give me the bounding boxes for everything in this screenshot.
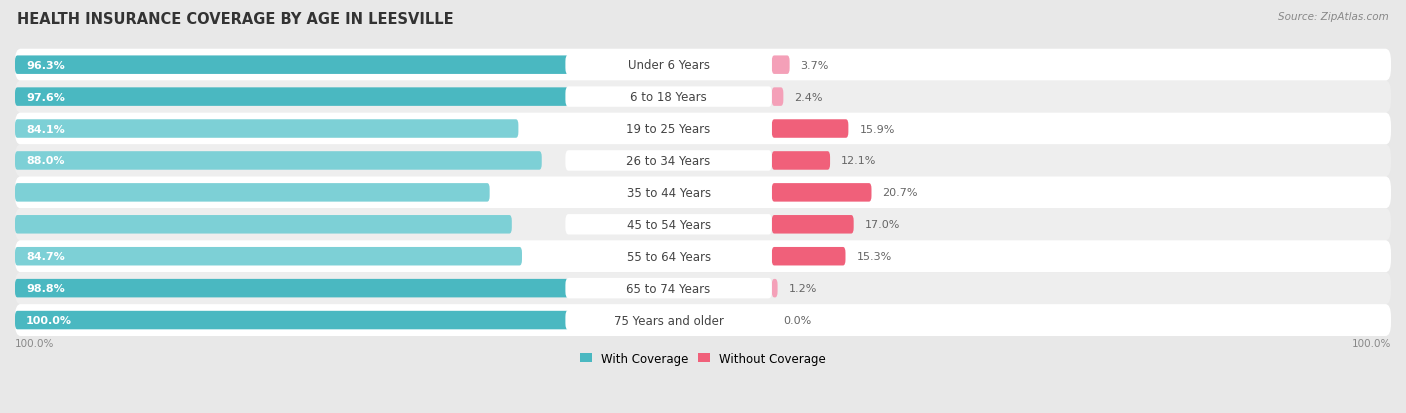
FancyBboxPatch shape	[565, 310, 772, 330]
Text: 97.6%: 97.6%	[25, 93, 65, 102]
Text: 98.8%: 98.8%	[25, 283, 65, 293]
FancyBboxPatch shape	[565, 151, 772, 171]
Text: 2.4%: 2.4%	[794, 93, 823, 102]
Text: 15.9%: 15.9%	[859, 124, 894, 134]
FancyBboxPatch shape	[565, 55, 772, 76]
Legend: With Coverage, Without Coverage: With Coverage, Without Coverage	[575, 347, 831, 370]
FancyBboxPatch shape	[772, 120, 848, 138]
FancyBboxPatch shape	[15, 145, 1391, 177]
FancyBboxPatch shape	[15, 209, 1391, 241]
Text: 96.3%: 96.3%	[25, 61, 65, 71]
Text: 100.0%: 100.0%	[25, 315, 72, 325]
Text: 84.7%: 84.7%	[25, 252, 65, 261]
FancyBboxPatch shape	[772, 88, 783, 107]
Text: 19 to 25 Years: 19 to 25 Years	[627, 123, 710, 136]
Text: 20.7%: 20.7%	[883, 188, 918, 198]
Text: 15.3%: 15.3%	[856, 252, 891, 261]
FancyBboxPatch shape	[15, 50, 1391, 81]
FancyBboxPatch shape	[15, 56, 592, 75]
FancyBboxPatch shape	[15, 304, 1391, 336]
FancyBboxPatch shape	[772, 184, 872, 202]
Text: 75 Years and older: 75 Years and older	[613, 314, 724, 327]
FancyBboxPatch shape	[565, 215, 772, 235]
FancyBboxPatch shape	[15, 177, 1391, 209]
FancyBboxPatch shape	[772, 56, 790, 75]
Text: 100.0%: 100.0%	[15, 338, 55, 348]
FancyBboxPatch shape	[772, 247, 845, 266]
FancyBboxPatch shape	[565, 87, 772, 107]
FancyBboxPatch shape	[772, 216, 853, 234]
FancyBboxPatch shape	[565, 278, 772, 299]
FancyBboxPatch shape	[565, 247, 772, 267]
FancyBboxPatch shape	[15, 241, 1391, 273]
Text: 45 to 54 Years: 45 to 54 Years	[627, 218, 710, 231]
Text: 100.0%: 100.0%	[1351, 338, 1391, 348]
Text: Source: ZipAtlas.com: Source: ZipAtlas.com	[1278, 12, 1389, 22]
FancyBboxPatch shape	[772, 152, 830, 170]
FancyBboxPatch shape	[15, 152, 541, 170]
Text: HEALTH INSURANCE COVERAGE BY AGE IN LEESVILLE: HEALTH INSURANCE COVERAGE BY AGE IN LEES…	[17, 12, 454, 27]
Text: 12.1%: 12.1%	[841, 156, 876, 166]
FancyBboxPatch shape	[772, 279, 778, 298]
FancyBboxPatch shape	[15, 216, 512, 234]
Text: 88.0%: 88.0%	[25, 156, 65, 166]
Text: 35 to 44 Years: 35 to 44 Years	[627, 186, 710, 199]
FancyBboxPatch shape	[15, 88, 599, 107]
Text: 0.0%: 0.0%	[783, 315, 811, 325]
FancyBboxPatch shape	[15, 311, 613, 330]
FancyBboxPatch shape	[15, 279, 606, 298]
Text: 55 to 64 Years: 55 to 64 Years	[627, 250, 710, 263]
Text: 65 to 74 Years: 65 to 74 Years	[627, 282, 710, 295]
Text: 1.2%: 1.2%	[789, 283, 817, 293]
Text: 26 to 34 Years: 26 to 34 Years	[627, 154, 710, 168]
FancyBboxPatch shape	[15, 273, 1391, 304]
FancyBboxPatch shape	[565, 183, 772, 203]
FancyBboxPatch shape	[15, 120, 519, 138]
Text: 17.0%: 17.0%	[865, 220, 900, 230]
FancyBboxPatch shape	[15, 247, 522, 266]
FancyBboxPatch shape	[15, 184, 489, 202]
Text: Under 6 Years: Under 6 Years	[627, 59, 710, 72]
Text: 84.1%: 84.1%	[25, 124, 65, 134]
FancyBboxPatch shape	[15, 81, 1391, 113]
Text: 3.7%: 3.7%	[800, 61, 830, 71]
FancyBboxPatch shape	[565, 119, 772, 140]
FancyBboxPatch shape	[15, 113, 1391, 145]
Text: 6 to 18 Years: 6 to 18 Years	[630, 91, 707, 104]
